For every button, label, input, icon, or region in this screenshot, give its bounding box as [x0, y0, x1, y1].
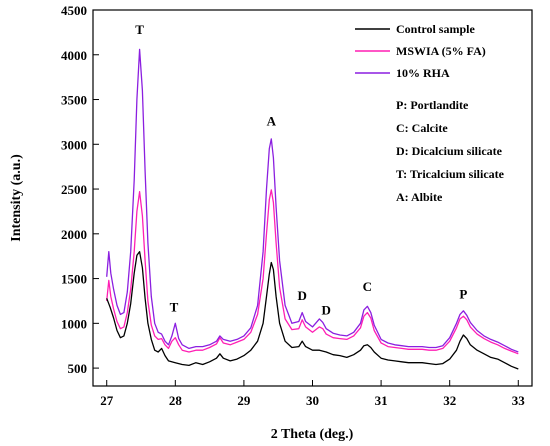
- legend-label: MSWIA (5% FA): [396, 44, 486, 58]
- y-tick-label: 500: [68, 361, 88, 376]
- series-line-0: [106, 251, 519, 370]
- plot-frame: [92, 9, 533, 387]
- x-axis-title: 2 Theta (deg.): [271, 427, 354, 442]
- x-tick-label: 33: [512, 393, 526, 408]
- y-tick-label: 2500: [61, 182, 87, 197]
- key-note: D: Dicalcium silicate: [396, 144, 503, 158]
- y-tick-label: 4000: [61, 48, 87, 63]
- peak-label: T: [135, 22, 144, 37]
- key-note: P: Portlandite: [396, 98, 469, 112]
- key-note: A: Albite: [396, 190, 443, 204]
- x-tick-label: 27: [100, 393, 114, 408]
- peak-label: D: [322, 302, 331, 317]
- series-line-2: [106, 48, 519, 353]
- y-axis-title: Intensity (a.u.): [9, 154, 24, 242]
- y-tick-label: 3000: [61, 137, 87, 152]
- peak-label: C: [363, 279, 372, 294]
- y-tick-label: 4500: [61, 3, 87, 18]
- x-tick-label: 32: [443, 393, 456, 408]
- y-tick-label: 1500: [61, 272, 87, 287]
- peak-label: A: [267, 113, 277, 128]
- y-tick-label: 1000: [61, 316, 87, 331]
- x-tick-label: 30: [306, 393, 319, 408]
- legend-label: Control sample: [396, 22, 475, 36]
- series-line-1: [106, 189, 519, 355]
- legend: Control sample MSWIA (5% FA) 10% RHA: [355, 22, 486, 80]
- y-tick-label: 3500: [61, 93, 87, 108]
- legend-label: 10% RHA: [396, 66, 450, 80]
- peak-key: P: Portlandite C: Calcite D: Dicalcium sil…: [396, 98, 505, 204]
- peak-label: D: [298, 288, 307, 303]
- y-tick-label: 2000: [61, 227, 87, 242]
- x-tick-label: 31: [375, 393, 388, 408]
- key-note: C: Calcite: [396, 121, 448, 135]
- x-tick-label: 28: [169, 393, 183, 408]
- peak-label: T: [170, 300, 179, 315]
- x-tick-label: 29: [237, 393, 251, 408]
- peak-label: P: [459, 286, 467, 301]
- key-note: T: Tricalcium silicate: [396, 167, 505, 181]
